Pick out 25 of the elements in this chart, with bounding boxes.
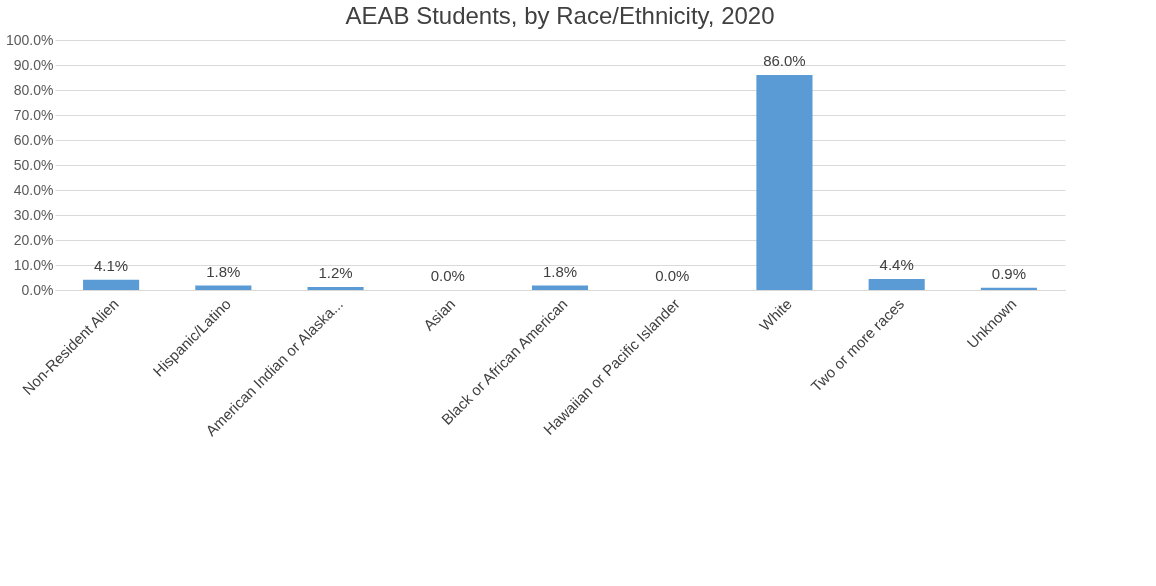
data-label: 86.0% <box>763 52 806 69</box>
data-label: 0.0% <box>430 267 465 284</box>
data-label: 0.9% <box>991 264 1026 282</box>
y-tick-label: 60.0% <box>13 131 54 148</box>
y-tick-label: 100.0% <box>6 31 54 48</box>
data-label: 4.1% <box>94 256 129 274</box>
bar <box>756 75 813 290</box>
bar <box>307 287 364 290</box>
y-tick-label: 10.0% <box>13 256 54 273</box>
y-tick-label: 80.0% <box>13 81 54 98</box>
bar <box>868 279 925 290</box>
y-tick-label: 50.0% <box>13 156 54 173</box>
chart-title: AEAB Students, by Race/Ethnicity, 2020 <box>345 2 775 29</box>
data-label: 4.4% <box>879 256 914 273</box>
y-tick-label: 90.0% <box>13 56 54 73</box>
data-label: 0.0% <box>655 267 690 284</box>
y-tick-label: 0.0% <box>21 281 54 298</box>
y-tick-label: 20.0% <box>13 231 54 248</box>
data-label: 1.2% <box>318 264 353 281</box>
data-label: 1.8% <box>542 262 578 280</box>
y-tick-label: 70.0% <box>13 106 54 123</box>
y-tick-label: 40.0% <box>13 181 54 198</box>
y-tick-label: 30.0% <box>13 206 54 223</box>
data-label: 1.8% <box>206 262 241 280</box>
bar <box>83 279 140 290</box>
